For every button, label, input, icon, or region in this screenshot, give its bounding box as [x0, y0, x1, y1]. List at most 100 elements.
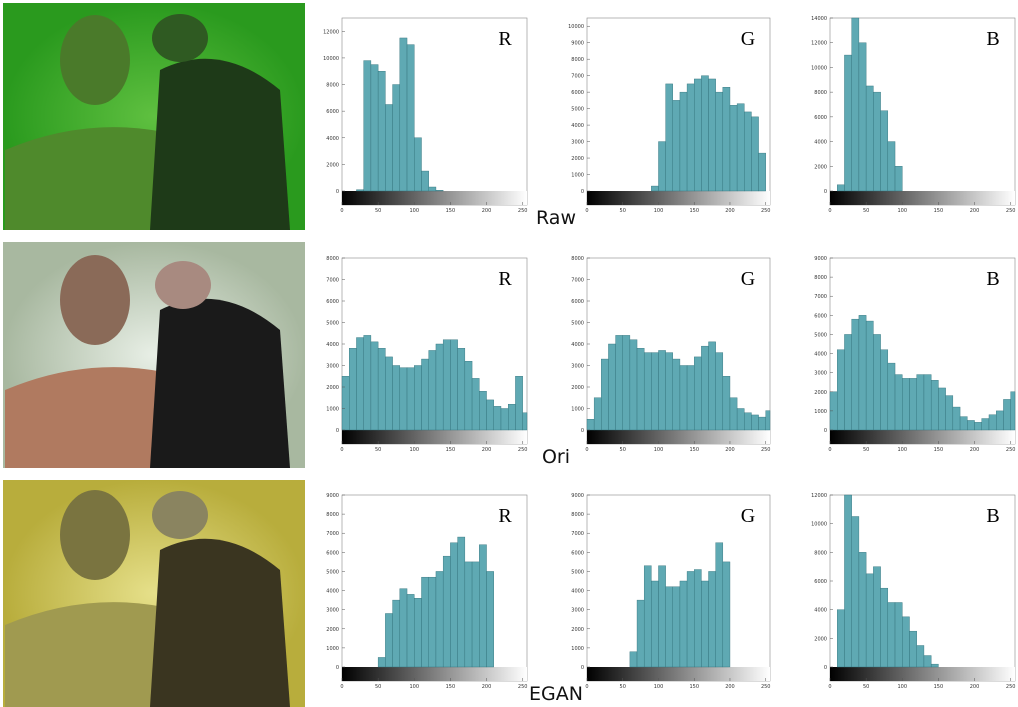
x-tick-label: 50	[863, 447, 869, 453]
hist-bar	[1003, 399, 1010, 430]
hist-bar	[694, 357, 701, 430]
x-tick-label: 0	[828, 208, 831, 214]
channel-title: R	[498, 505, 512, 527]
channel-title: B	[986, 28, 999, 50]
hist-bar	[737, 409, 744, 431]
hist-bar	[909, 631, 916, 667]
y-tick-label: 0	[336, 428, 339, 434]
hist-bar	[623, 335, 630, 430]
y-tick-label: 8000	[571, 57, 584, 63]
hist-bar	[630, 652, 637, 667]
x-tick-label: 150	[934, 684, 944, 690]
hist-bar	[895, 603, 902, 668]
hist-bar	[938, 388, 945, 430]
photo-egan	[3, 480, 305, 707]
hist-bar	[421, 171, 428, 191]
y-tick-label: 14000	[811, 16, 827, 22]
hist-bar	[601, 359, 608, 430]
hist-bar	[730, 105, 737, 191]
x-tick-label: 50	[620, 684, 626, 690]
y-tick-label: 2000	[571, 627, 584, 633]
channel-title: R	[498, 268, 512, 290]
hist-bar	[982, 419, 989, 430]
y-tick-label: 6000	[571, 299, 584, 305]
hist-bar	[342, 376, 349, 430]
hist-bar	[751, 415, 758, 430]
hist-bar	[852, 319, 859, 430]
hist-bar	[730, 398, 737, 430]
hist-bar	[975, 422, 982, 430]
hist-bar	[1011, 392, 1015, 430]
channel-title: G	[741, 28, 755, 50]
hist-bar	[637, 348, 644, 430]
y-tick-label: 2000	[814, 164, 827, 170]
page: {"row_labels":["Raw","Ori","EGAN"], "cha…	[0, 0, 1018, 707]
hist-bar	[501, 409, 508, 431]
hist-bar	[888, 142, 895, 191]
hist-bar	[644, 353, 651, 430]
hist-bar	[744, 413, 751, 430]
y-tick-label: 12000	[811, 41, 827, 47]
figure: RawOriEGAN020004000600080001000012000050…	[0, 0, 1018, 707]
hist-bar	[414, 138, 421, 191]
hist-bar	[859, 315, 866, 430]
y-tick-label: 7000	[571, 531, 584, 537]
y-tick-label: 9000	[326, 493, 339, 499]
hist-bar	[472, 562, 479, 667]
hist-bar	[924, 656, 931, 667]
x-tick-label: 200	[725, 447, 735, 453]
y-tick-label: 10000	[811, 522, 827, 528]
y-tick-label: 9000	[571, 41, 584, 47]
hist-bar	[759, 417, 766, 430]
hist-bar	[946, 396, 953, 430]
hist-bar	[844, 495, 851, 667]
hist-bar	[680, 366, 687, 431]
y-tick-label: 0	[581, 665, 584, 671]
y-tick-label: 4000	[326, 136, 339, 142]
x-tick-label: 50	[375, 447, 381, 453]
y-tick-label: 6000	[326, 550, 339, 556]
hist-bar	[356, 338, 363, 430]
hist-bar	[458, 348, 465, 430]
hist-bar	[673, 587, 680, 667]
hist-bar	[866, 574, 873, 667]
y-tick-label: 2000	[814, 390, 827, 396]
hist-bar	[371, 342, 378, 430]
y-tick-label: 3000	[326, 608, 339, 614]
hist-bar	[666, 587, 673, 667]
y-tick-label: 2000	[814, 636, 827, 642]
hist-bar	[709, 79, 716, 191]
hist-bar	[895, 166, 902, 191]
hist-bar	[759, 153, 766, 191]
y-tick-label: 4000	[326, 342, 339, 348]
x-tick-label: 50	[863, 684, 869, 690]
y-tick-label: 6000	[326, 299, 339, 305]
y-tick-label: 3000	[571, 608, 584, 614]
x-tick-label: 200	[482, 208, 492, 214]
y-tick-label: 2000	[326, 162, 339, 168]
hist-bar	[393, 85, 400, 191]
y-tick-label: 8000	[814, 550, 827, 556]
y-tick-label: 1000	[814, 409, 827, 415]
hist-bar	[837, 610, 844, 667]
hist-bar	[450, 340, 457, 430]
y-tick-label: 6000	[571, 550, 584, 556]
hist-bar	[443, 340, 450, 430]
y-tick-label: 9000	[814, 256, 827, 262]
hist-bar	[630, 340, 637, 430]
hist-bar	[873, 334, 880, 430]
y-tick-label: 2000	[326, 627, 339, 633]
y-tick-label: 8000	[814, 90, 827, 96]
hist-bar	[881, 588, 888, 667]
x-tick-label: 250	[761, 208, 771, 214]
hist-bar	[658, 142, 665, 191]
hist-bar	[407, 594, 414, 667]
y-tick-label: 0	[336, 665, 339, 671]
hist-bar	[393, 366, 400, 431]
hist-bar	[673, 359, 680, 430]
y-tick-label: 0	[824, 189, 827, 195]
x-tick-label: 250	[1006, 208, 1016, 214]
hist-bar	[687, 366, 694, 431]
y-tick-label: 5000	[571, 569, 584, 575]
y-tick-label: 4000	[814, 140, 827, 146]
